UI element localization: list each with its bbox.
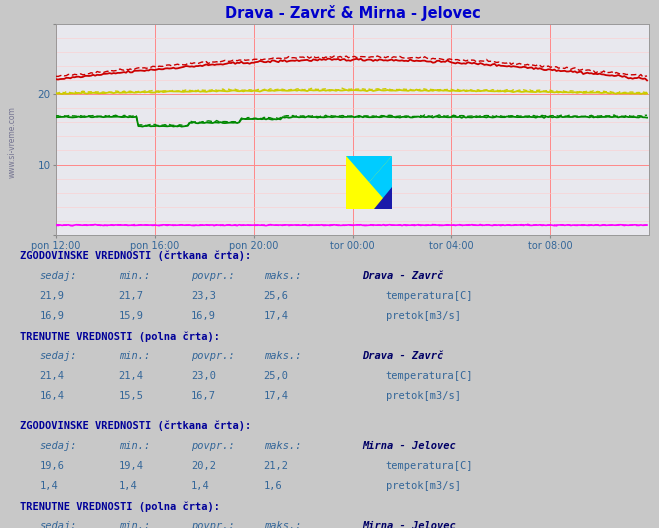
Text: temperatura[C]: temperatura[C] <box>386 371 473 381</box>
Text: temperatura[C]: temperatura[C] <box>386 461 473 471</box>
Text: 19,6: 19,6 <box>40 461 65 471</box>
Text: maks.:: maks.: <box>264 351 301 361</box>
Text: sedaj:: sedaj: <box>40 351 77 361</box>
Text: 21,2: 21,2 <box>264 461 289 471</box>
Text: min.:: min.: <box>119 271 150 281</box>
Text: min.:: min.: <box>119 441 150 451</box>
Text: 21,4: 21,4 <box>119 371 144 381</box>
Text: 1,4: 1,4 <box>40 481 58 491</box>
Text: Drava - Zavrč: Drava - Zavrč <box>362 271 444 281</box>
Text: 19,4: 19,4 <box>119 461 144 471</box>
Text: 16,7: 16,7 <box>191 391 216 401</box>
Text: TRENUTNE VREDNOSTI (polna črta):: TRENUTNE VREDNOSTI (polna črta): <box>20 331 219 342</box>
Text: 15,9: 15,9 <box>119 311 144 321</box>
Text: povpr.:: povpr.: <box>191 271 235 281</box>
Text: 1,4: 1,4 <box>119 481 137 491</box>
Text: pretok[m3/s]: pretok[m3/s] <box>386 391 461 401</box>
Text: povpr.:: povpr.: <box>191 351 235 361</box>
Text: 20,2: 20,2 <box>191 461 216 471</box>
Text: ZGODOVINSKE VREDNOSTI (črtkana črta):: ZGODOVINSKE VREDNOSTI (črtkana črta): <box>20 251 251 261</box>
Text: maks.:: maks.: <box>264 271 301 281</box>
Polygon shape <box>374 187 392 209</box>
Text: Mirna - Jelovec: Mirna - Jelovec <box>362 521 456 528</box>
Text: TRENUTNE VREDNOSTI (polna črta):: TRENUTNE VREDNOSTI (polna črta): <box>20 501 219 512</box>
Text: 21,4: 21,4 <box>40 371 65 381</box>
Text: 16,9: 16,9 <box>40 311 65 321</box>
Text: 16,4: 16,4 <box>40 391 65 401</box>
Text: 25,6: 25,6 <box>264 291 289 301</box>
Text: ZGODOVINSKE VREDNOSTI (črtkana črta):: ZGODOVINSKE VREDNOSTI (črtkana črta): <box>20 421 251 431</box>
Text: povpr.:: povpr.: <box>191 441 235 451</box>
Text: Mirna - Jelovec: Mirna - Jelovec <box>362 441 456 451</box>
Text: temperatura[C]: temperatura[C] <box>386 291 473 301</box>
Text: 16,9: 16,9 <box>191 311 216 321</box>
Text: 23,0: 23,0 <box>191 371 216 381</box>
Text: Drava - Zavrč: Drava - Zavrč <box>362 351 444 361</box>
Text: pretok[m3/s]: pretok[m3/s] <box>386 481 461 491</box>
Text: pretok[m3/s]: pretok[m3/s] <box>386 311 461 321</box>
Text: sedaj:: sedaj: <box>40 521 77 528</box>
Text: min.:: min.: <box>119 351 150 361</box>
Title: Drava - Zavrč & Mirna - Jelovec: Drava - Zavrč & Mirna - Jelovec <box>225 5 480 21</box>
Text: 17,4: 17,4 <box>264 391 289 401</box>
Text: 23,3: 23,3 <box>191 291 216 301</box>
Polygon shape <box>369 156 392 209</box>
Text: povpr.:: povpr.: <box>191 521 235 528</box>
Text: 1,4: 1,4 <box>191 481 210 491</box>
Text: maks.:: maks.: <box>264 521 301 528</box>
Text: 21,7: 21,7 <box>119 291 144 301</box>
FancyBboxPatch shape <box>346 156 392 209</box>
Text: 25,0: 25,0 <box>264 371 289 381</box>
Text: 21,9: 21,9 <box>40 291 65 301</box>
Text: 17,4: 17,4 <box>264 311 289 321</box>
Polygon shape <box>346 156 392 182</box>
Text: www.si-vreme.com: www.si-vreme.com <box>7 107 16 178</box>
Text: min.:: min.: <box>119 521 150 528</box>
Text: 15,5: 15,5 <box>119 391 144 401</box>
Text: sedaj:: sedaj: <box>40 271 77 281</box>
Text: sedaj:: sedaj: <box>40 441 77 451</box>
Text: 1,6: 1,6 <box>264 481 282 491</box>
Text: maks.:: maks.: <box>264 441 301 451</box>
